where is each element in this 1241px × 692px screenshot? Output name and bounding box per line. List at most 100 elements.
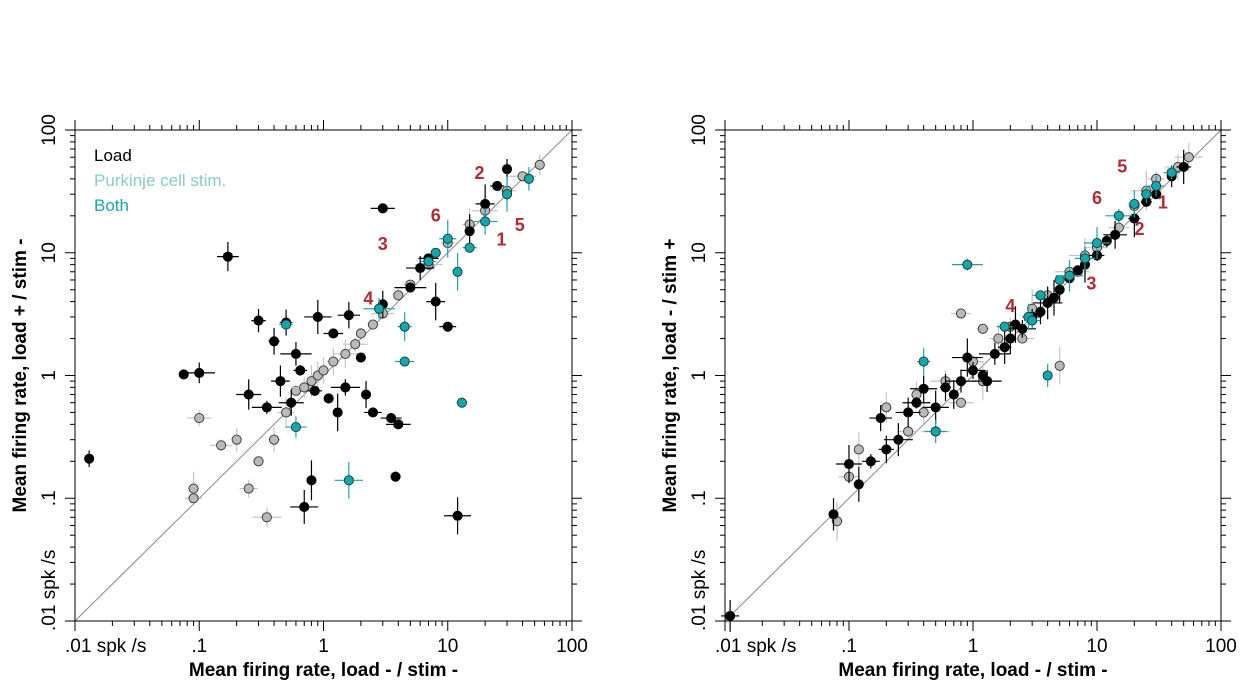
data-point <box>1129 198 1140 209</box>
data-point <box>930 426 941 437</box>
data-point <box>918 356 929 367</box>
x-tick-label: 1 <box>968 636 979 657</box>
axis-ticks <box>65 120 582 631</box>
cell-number-label: 6 <box>1092 188 1102 208</box>
data-point <box>306 475 317 486</box>
data-point <box>480 216 491 227</box>
legend-entry: Purkinje cell stim. <box>94 171 226 190</box>
data-point <box>423 256 434 267</box>
data-point <box>480 198 491 209</box>
data-point <box>893 434 904 445</box>
data-point <box>269 434 280 445</box>
data-point <box>464 242 475 253</box>
data-point <box>903 407 914 418</box>
data-point <box>399 356 410 367</box>
legend: Load Purkinje cell stim. Both <box>94 146 226 215</box>
data-point <box>367 319 378 330</box>
data-point <box>328 328 339 339</box>
y-tick-label: .1 <box>689 490 710 506</box>
cell-number-label: 1 <box>496 229 506 249</box>
data-point <box>340 348 351 359</box>
data-point <box>1166 167 1177 178</box>
cell-number-label: 1 <box>1158 192 1168 212</box>
data-point <box>1005 333 1016 344</box>
x-tick-label: 100 <box>556 636 588 657</box>
data-point <box>194 413 205 424</box>
data-point <box>386 413 397 424</box>
data-point <box>253 315 264 326</box>
data-point <box>188 493 199 504</box>
y-tick-label: .01 spk /s <box>689 550 710 631</box>
data-point <box>286 397 297 408</box>
data-point <box>865 456 876 467</box>
y-tick-label: 100 <box>39 114 60 146</box>
data-point <box>464 226 475 237</box>
cell-number-label: 4 <box>1005 296 1015 316</box>
data-point <box>881 402 892 413</box>
y-tick-label: 1 <box>39 370 60 381</box>
data-point <box>355 328 366 339</box>
data-point <box>982 376 993 387</box>
data-point <box>328 356 339 367</box>
data-point <box>350 339 361 350</box>
axis-ticks <box>715 120 1231 631</box>
data-point <box>343 310 354 321</box>
data-point <box>955 376 967 387</box>
data-point <box>918 383 929 394</box>
data-point <box>1035 290 1046 301</box>
data-point <box>977 323 988 334</box>
x-tick-label: 100 <box>1205 636 1237 657</box>
series-both <box>279 167 534 499</box>
x-tick-label: .1 <box>191 636 207 657</box>
data-point <box>231 434 242 445</box>
data-point <box>853 444 864 455</box>
legend-entry: Both <box>94 196 129 215</box>
data-point <box>903 426 914 437</box>
data-point <box>989 348 1000 359</box>
data-point <box>962 259 973 270</box>
data-point <box>1151 180 1162 192</box>
data-point <box>1042 370 1053 381</box>
cell-number-label: 3 <box>1086 274 1096 294</box>
series-purkinje-cell-stim <box>185 154 546 528</box>
x-tick-label: 10 <box>437 636 458 657</box>
data-point <box>1035 306 1046 317</box>
data-point <box>725 610 736 621</box>
cell-number-label: 6 <box>431 205 441 225</box>
data-point <box>492 180 503 192</box>
data-point <box>1110 229 1121 240</box>
data-point <box>442 321 453 332</box>
data-point <box>295 365 306 376</box>
data-point <box>318 365 329 376</box>
data-point <box>390 471 401 482</box>
data-point <box>1027 315 1038 326</box>
data-point <box>299 501 310 512</box>
data-point <box>501 189 513 200</box>
y-tick-label: 10 <box>689 242 710 263</box>
data-point <box>243 389 254 400</box>
data-point <box>393 290 404 301</box>
data-point <box>393 419 404 430</box>
y-tick-label: 10 <box>39 242 60 263</box>
data-point <box>1010 319 1021 330</box>
data-point <box>930 402 941 413</box>
series-load <box>721 149 1191 632</box>
data-point <box>843 458 855 470</box>
data-point <box>967 365 979 376</box>
data-point <box>290 422 301 433</box>
data-point <box>940 382 951 393</box>
data-point <box>534 159 545 170</box>
data-point <box>312 311 323 322</box>
y-tick-label: 1 <box>689 370 710 381</box>
data-point <box>955 308 967 319</box>
data-point <box>343 475 354 486</box>
data-point <box>1183 152 1194 163</box>
data-point <box>405 282 416 293</box>
data-point <box>340 382 351 393</box>
data-point <box>881 444 892 455</box>
cell-number-label: 2 <box>474 163 484 183</box>
data-point <box>501 164 513 175</box>
data-point <box>281 407 292 418</box>
cell-number-label: 5 <box>1117 157 1127 177</box>
